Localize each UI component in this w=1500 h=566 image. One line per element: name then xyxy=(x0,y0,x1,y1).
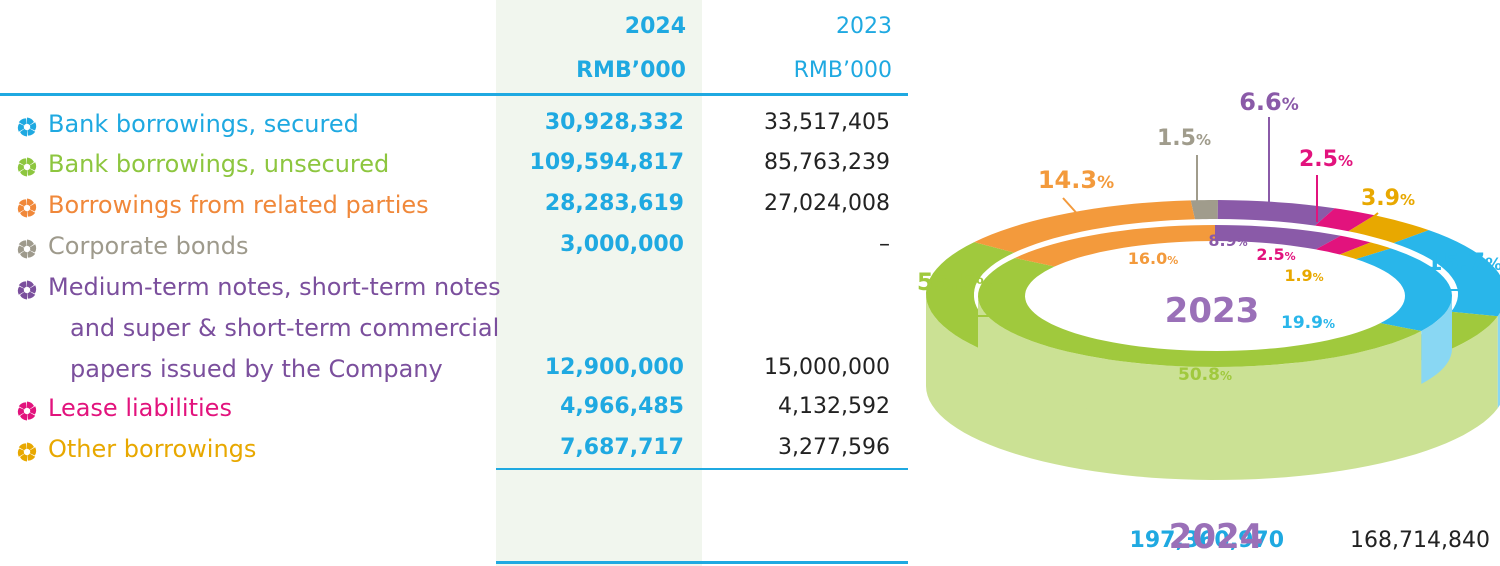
donut-slice-2024 xyxy=(1393,230,1500,317)
data-label-2023: 8.9% xyxy=(1208,231,1247,250)
data-label-2024: 1.5% xyxy=(1157,126,1211,151)
data-label-2023: 1.9% xyxy=(1284,266,1323,285)
data-label-2024: 3.9% xyxy=(1361,186,1415,211)
header-2024-unit: RMB’000 xyxy=(576,58,686,83)
header-2023-year: 2023 xyxy=(836,14,892,39)
total-2023: 168,714,840 xyxy=(1350,528,1490,553)
row-value-2023: 27,024,008 xyxy=(764,191,890,216)
donut-slice-2024 xyxy=(974,200,1195,253)
leader-line xyxy=(1440,278,1461,291)
table-row: Medium-term notes, short-term notes and s… xyxy=(0,273,900,383)
donut-slice-2024 xyxy=(1315,208,1375,232)
pinwheel-icon xyxy=(16,238,38,260)
table-row: Borrowings from related parties 28,283,61… xyxy=(0,191,900,227)
donut-slice-2023 xyxy=(1014,225,1215,267)
row-label: Medium-term notes, short-term notes xyxy=(48,273,501,301)
table-row: Corporate bonds 3,000,000 – xyxy=(0,232,900,268)
pinwheel-icon xyxy=(16,400,38,422)
row-value-2024: 7,687,717 xyxy=(560,435,684,460)
donut-slice-2023 xyxy=(1215,225,1341,250)
donut-slice-2023 xyxy=(1339,242,1391,260)
bottom-year-label: 2024 xyxy=(1169,517,1264,557)
row-label: Bank borrowings, unsecured xyxy=(48,150,390,178)
donut-slice-2023 xyxy=(1355,248,1452,331)
row-label: papers issued by the Company xyxy=(70,355,443,383)
subtotal-divider xyxy=(496,468,908,470)
data-label-2023: 2.5% xyxy=(1256,245,1295,264)
center-year-label: 2023 xyxy=(1165,291,1260,331)
row-value-2024: 4,966,485 xyxy=(560,394,684,419)
donut-slice-2024 xyxy=(1190,200,1218,220)
donut-side-2023 xyxy=(978,296,1422,420)
row-label: Corporate bonds xyxy=(48,232,249,260)
pinwheel-icon xyxy=(16,279,38,301)
table-row: Bank borrowings, unsecured 109,594,817 85,… xyxy=(0,150,900,186)
row-value-2024: 109,594,817 xyxy=(529,150,684,175)
donut-slice-2024 xyxy=(926,242,1498,388)
row-value-2024: 3,000,000 xyxy=(560,232,684,257)
table-row: Bank borrowings, secured 30,928,332 33,517… xyxy=(0,110,900,146)
row-label: and super & short-term commercial xyxy=(70,314,500,342)
table-row: Lease liabilities 4,966,485 4,132,592 xyxy=(0,394,900,430)
header-divider xyxy=(0,93,908,96)
total-divider xyxy=(496,561,908,564)
pinwheel-icon xyxy=(16,441,38,463)
donut-side-2023 xyxy=(1421,296,1452,384)
pinwheel-icon xyxy=(16,156,38,178)
donut-hole xyxy=(1026,242,1404,350)
donut-slice-2023 xyxy=(1315,235,1371,255)
borrowings-donut-chart: 55.5% 14.3% 1.5% 6.6% 2.5% 3.9% 15.7% 16.0% 8.9%… xyxy=(917,88,1500,557)
data-label-2024: 14.3% xyxy=(1038,166,1114,194)
data-label-2023: 19.9% xyxy=(1281,313,1335,333)
data-label-2024: 2.5% xyxy=(1299,147,1353,172)
row-label: Bank borrowings, secured xyxy=(48,110,359,138)
pinwheel-icon xyxy=(16,197,38,219)
pinwheel-icon xyxy=(16,116,38,138)
table-row: Other borrowings 7,687,717 3,277,596 xyxy=(0,435,900,471)
row-value-2024: 28,283,619 xyxy=(544,191,684,216)
row-value-2023: 85,763,239 xyxy=(764,150,890,175)
row-value-2024: 30,928,332 xyxy=(544,110,684,135)
data-label-2024: 55.5% xyxy=(917,268,993,296)
donut-slice-2024 xyxy=(1217,200,1335,226)
row-value-2023: 33,517,405 xyxy=(764,110,890,135)
donut-slice-2023 xyxy=(978,258,1422,367)
row-label: Lease liabilities xyxy=(48,394,232,422)
header-2024-year: 2024 xyxy=(624,14,686,39)
donut-side-2024 xyxy=(1497,312,1500,409)
row-value-2024: 12,900,000 xyxy=(544,355,684,380)
row-value-2023: – xyxy=(879,232,890,257)
row-value-2023: 15,000,000 xyxy=(764,355,890,380)
donut-side-2024 xyxy=(926,294,1498,480)
data-label-2023: 50.8% xyxy=(1178,365,1232,385)
data-label-2024: 15.7% xyxy=(1426,248,1500,276)
row-value-2023: 4,132,592 xyxy=(778,394,890,419)
row-label: Other borrowings xyxy=(48,435,257,463)
total-2024: 197,360,970 xyxy=(1129,528,1284,553)
leader-line xyxy=(1357,212,1379,231)
header-2023-unit: RMB’000 xyxy=(793,58,892,83)
data-label-2023: 16.0% xyxy=(1128,249,1179,268)
data-label-2024: 6.6% xyxy=(1239,88,1299,116)
leader-line xyxy=(1062,197,1091,229)
row-value-2023: 3,277,596 xyxy=(778,435,890,460)
row-label: Borrowings from related parties xyxy=(48,191,429,219)
